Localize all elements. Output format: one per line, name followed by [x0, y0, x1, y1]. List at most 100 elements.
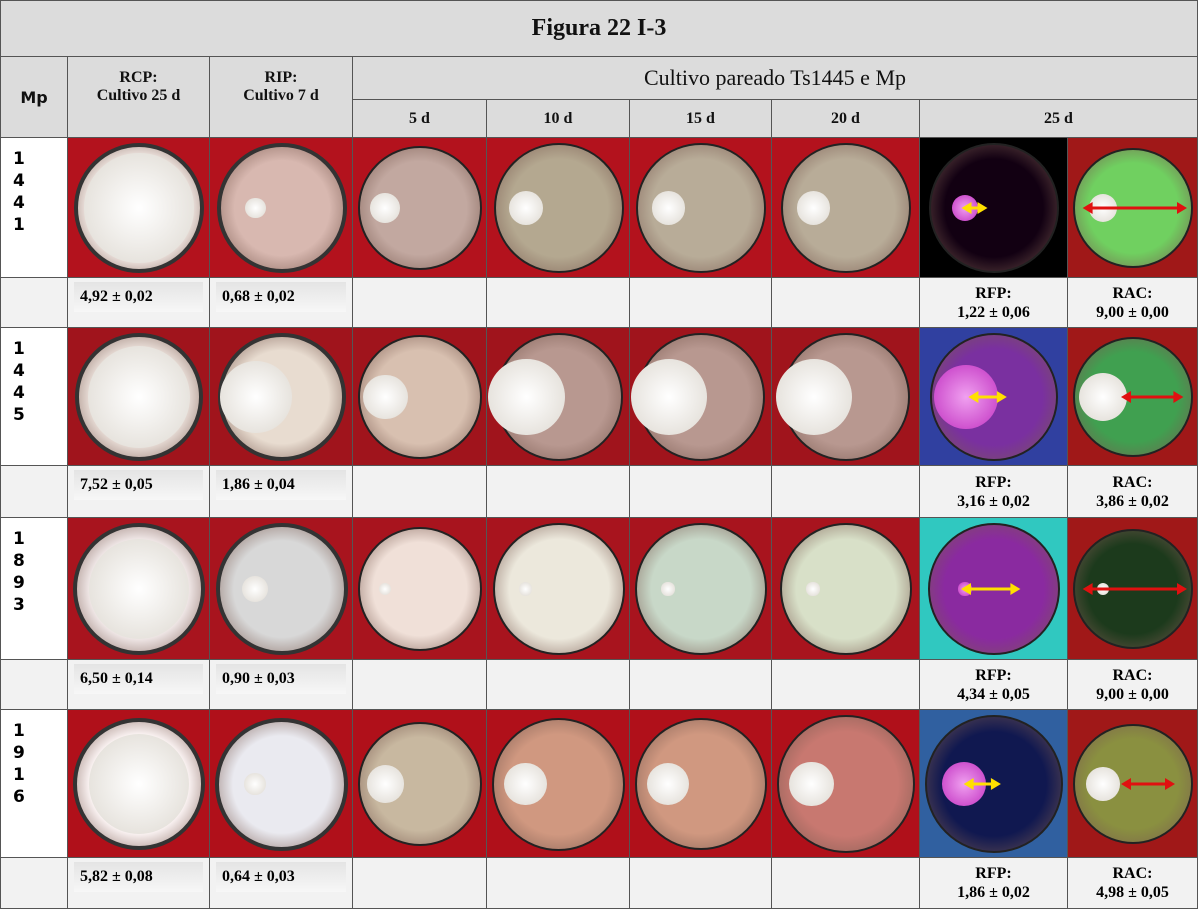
- empty-cell: [630, 466, 772, 518]
- petri-image: [68, 138, 210, 278]
- colony: [661, 582, 675, 596]
- value-rfp: RFP: 1,86 ± 0,02: [920, 858, 1068, 909]
- value-rip: 0,90 ± 0,03: [216, 664, 346, 694]
- colony: [518, 582, 533, 596]
- mp-digit: 3: [13, 595, 25, 615]
- colony: [366, 765, 404, 803]
- value-rcp: 6,50 ± 0,14: [74, 664, 203, 694]
- colony: [244, 773, 266, 795]
- label: RAC:: [1112, 865, 1153, 882]
- colony: [646, 762, 690, 806]
- header-text: RCP:: [119, 69, 158, 86]
- petri-image: [353, 518, 487, 660]
- petri-image: [630, 710, 772, 858]
- header-day: 25 d: [920, 100, 1198, 138]
- empty-cell: [630, 660, 772, 710]
- petri-dish: [216, 143, 347, 273]
- title-cell: Figura 22 I-3: [0, 0, 1198, 57]
- petri-dish: [925, 715, 1063, 853]
- value-rfp: RFP: 3,16 ± 0,02: [920, 466, 1068, 518]
- empty-cell: [0, 278, 68, 328]
- empty-cell: [630, 278, 772, 328]
- value-cell: 7,52 ± 0,05: [68, 466, 210, 518]
- petri-dish: [215, 523, 348, 655]
- colony: [1086, 767, 1120, 801]
- empty-cell: [353, 660, 487, 710]
- colony: [87, 345, 191, 449]
- empty-cell: [0, 660, 68, 710]
- petri-image: [772, 138, 920, 278]
- petri-dish: [358, 527, 482, 651]
- measure-arrow: [961, 583, 1021, 595]
- colony: [630, 358, 708, 436]
- value-cell: 1,86 ± 0,04: [210, 466, 353, 518]
- value-cell: 6,50 ± 0,14: [68, 660, 210, 710]
- colony: [379, 582, 392, 596]
- header-paired: Cultivo pareado Ts1445 e Mp: [353, 57, 1198, 100]
- petri-image: [630, 518, 772, 660]
- empty-cell: [353, 858, 487, 909]
- petri-image: [210, 138, 353, 278]
- petri-image: [1068, 328, 1198, 466]
- mp-digit: 4: [13, 193, 25, 213]
- colony: [362, 374, 408, 420]
- header-day: 20 d: [772, 100, 920, 138]
- colony: [84, 153, 194, 263]
- colony: [806, 582, 820, 596]
- value: 9,00 ± 0,00: [1096, 685, 1169, 703]
- petri-image: [1068, 710, 1198, 858]
- petri-image: [487, 138, 630, 278]
- value-rac: RAC: 3,86 ± 0,02: [1068, 466, 1198, 518]
- petri-image: [487, 518, 630, 660]
- value-rcp: 4,92 ± 0,02: [74, 282, 203, 312]
- header-text: RIP:: [264, 69, 298, 86]
- petri-image: [1068, 138, 1198, 278]
- measure-arrow: [1082, 583, 1187, 595]
- mp-digit: 5: [13, 405, 25, 425]
- mp-digit: 9: [13, 573, 25, 593]
- colony: [509, 191, 543, 225]
- value-rfp: RFP: 4,34 ± 0,05: [920, 660, 1068, 710]
- petri-image: [1068, 518, 1198, 660]
- petri-image: [353, 328, 487, 466]
- empty-cell: [0, 858, 68, 909]
- header-text: Cultivo 7 d: [243, 87, 319, 104]
- petri-image: [772, 518, 920, 660]
- mp-digit: 1: [13, 149, 25, 169]
- title: Figura 22 I-3: [531, 15, 667, 41]
- empty-cell: [0, 466, 68, 518]
- colony: [503, 762, 547, 806]
- empty-cell: [772, 278, 920, 328]
- mp-digit: 6: [13, 787, 25, 807]
- mp-digit: 1: [13, 721, 25, 741]
- mp-digit: 1: [13, 339, 25, 359]
- value-cell: 0,68 ± 0,02: [210, 278, 353, 328]
- empty-cell: [487, 466, 630, 518]
- header-text: Cultivo 25 d: [96, 87, 181, 104]
- colony: [220, 361, 292, 433]
- label: RFP:: [975, 865, 1012, 882]
- empty-cell: [353, 466, 487, 518]
- value-cell: 4,92 ± 0,02: [68, 278, 210, 328]
- value: 9,00 ± 0,00: [1096, 303, 1169, 321]
- empty-cell: [630, 858, 772, 909]
- empty-cell: [772, 858, 920, 909]
- petri-image: [920, 710, 1068, 858]
- colony: [245, 197, 266, 219]
- empty-cell: [487, 278, 630, 328]
- mp-digit: 1: [13, 529, 25, 549]
- petri-image: [487, 328, 630, 466]
- header-rcp: RCP: Cultivo 25 d: [68, 57, 210, 138]
- empty-cell: [487, 858, 630, 909]
- petri-image: [920, 518, 1068, 660]
- measure-arrow: [1121, 391, 1184, 403]
- petri-image: [210, 710, 353, 858]
- colony: [775, 358, 853, 436]
- value-rip: 0,68 ± 0,02: [216, 282, 346, 312]
- value: 3,16 ± 0,02: [957, 492, 1030, 510]
- value: 4,34 ± 0,05: [957, 685, 1030, 703]
